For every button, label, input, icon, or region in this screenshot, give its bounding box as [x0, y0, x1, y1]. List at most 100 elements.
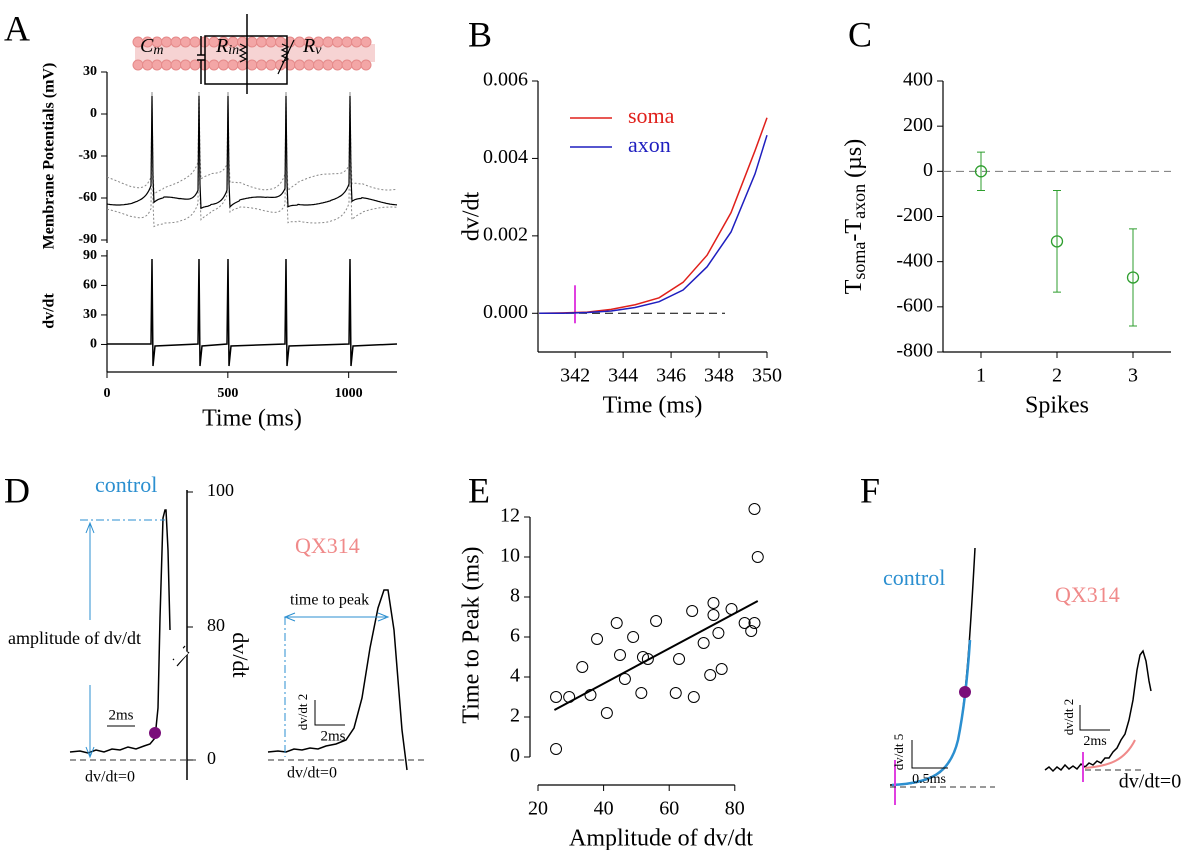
lipid-head: [265, 36, 277, 48]
lipid-head: [313, 59, 324, 71]
point: [576, 661, 589, 673]
lipid-head: [256, 36, 267, 48]
lipid-head: [170, 36, 182, 48]
point: [686, 605, 699, 617]
y-axis-title: dv/dt: [459, 192, 485, 242]
point: [697, 637, 710, 649]
x-tick-label: 348: [704, 365, 734, 387]
lipid-head: [360, 36, 372, 48]
cm-label: Cm: [140, 35, 163, 59]
scale-label: dv/dt 2: [295, 694, 310, 730]
point: [610, 617, 623, 629]
qx314-label: QX314: [1055, 582, 1120, 607]
point: [715, 663, 728, 675]
y-title-part: (µs): [841, 139, 867, 178]
panel-label: F: [860, 470, 880, 510]
x-tick-label: 344: [608, 365, 638, 387]
peak-arrow: [283, 612, 390, 622]
y-tick-label: 10: [500, 545, 520, 567]
x-tick-label: 40: [594, 798, 614, 820]
lipid-head: [142, 59, 153, 71]
lipid-head: [265, 59, 277, 71]
lipid-head: [189, 36, 201, 48]
scale-label: 2ms: [1083, 734, 1106, 749]
y-axis-title: dv/dt: [41, 293, 58, 329]
gray-trace: [106, 91, 398, 195]
zero-label: dv/dt=0: [1119, 771, 1181, 793]
lipid-head: [341, 36, 353, 48]
series-line: [539, 134, 768, 315]
fit-line: [553, 600, 759, 711]
y-tick-label: 0: [923, 159, 933, 181]
error-bar: [1053, 190, 1061, 293]
onset-dot: [149, 727, 161, 739]
lipid-head: [322, 36, 334, 48]
y-tick-label: 30: [83, 307, 97, 322]
lipid-head: [161, 59, 172, 71]
x-tick-label: 350: [752, 365, 782, 387]
membrane-diagram: [132, 36, 375, 71]
x-tick-label: 1000: [335, 386, 363, 401]
control-label: control: [95, 472, 157, 497]
scale-label: dv/dt 5: [891, 734, 906, 770]
y-tick-label: 0.004: [483, 146, 528, 168]
lipid-head: [180, 59, 191, 71]
lipid-head: [341, 59, 353, 71]
y-tick-label: -60: [78, 190, 97, 205]
point: [591, 633, 604, 645]
y-tick-label: 0.002: [483, 223, 528, 245]
x-tick-label: 2: [1052, 365, 1062, 387]
y-tick-label: 4: [510, 665, 520, 687]
lipid-head: [332, 36, 343, 48]
gray-trace: [106, 91, 398, 228]
lipid-head: [189, 59, 201, 71]
lipid-head: [218, 59, 229, 71]
error-bar: [977, 151, 985, 192]
point: [707, 597, 720, 609]
f-qx-trace: [1044, 649, 1152, 773]
x-tick-label: 500: [217, 386, 238, 401]
rin-main: R: [215, 35, 228, 57]
x-axis-title: Spikes: [1025, 393, 1089, 419]
point: [669, 687, 682, 699]
scale-label: 2ms: [108, 707, 133, 723]
control-label: control: [883, 565, 945, 590]
lipid-head: [303, 59, 315, 71]
lipid-head: [332, 59, 343, 71]
legend-label: soma: [628, 103, 675, 128]
scale-bar: [911, 740, 948, 769]
lipid-head: [351, 36, 362, 48]
zero-label: dv/dt=0: [287, 765, 337, 782]
lipid-head: [237, 59, 248, 71]
y-tick-label: 2: [510, 705, 520, 727]
point: [550, 691, 563, 703]
qx314-label: QX314: [295, 533, 360, 558]
amp-arrow: [85, 521, 95, 759]
bilayer: [135, 44, 375, 62]
point: [1050, 235, 1064, 248]
x-axis-title: Time (ms): [603, 393, 703, 419]
rv-sub: v: [315, 43, 322, 58]
x-tick-label: 0: [104, 386, 111, 401]
x-axis-title: Time (ms): [202, 406, 302, 432]
y-tick-label: 12: [500, 505, 520, 527]
x-tick-label: 3: [1128, 365, 1138, 387]
lipid-head: [208, 59, 220, 71]
point: [641, 653, 654, 665]
x-tick-label: 20: [528, 798, 548, 820]
y-title-part: -T: [841, 219, 867, 242]
lipid-head: [180, 36, 191, 48]
legend-label: axon: [628, 132, 671, 157]
point: [738, 617, 751, 629]
y-tick-label: 0.000: [483, 301, 528, 323]
d-tick-label: 80: [207, 615, 225, 635]
y-tick-label: -400: [896, 249, 933, 271]
f-control-fit: [891, 639, 972, 787]
y-tick-label: -30: [78, 148, 97, 163]
y-tick-label: -90: [78, 232, 97, 247]
amp-label: amplitude of dv/dt: [8, 628, 141, 648]
lipid-head: [246, 36, 258, 48]
lipid-head: [170, 59, 182, 71]
point: [627, 631, 640, 643]
